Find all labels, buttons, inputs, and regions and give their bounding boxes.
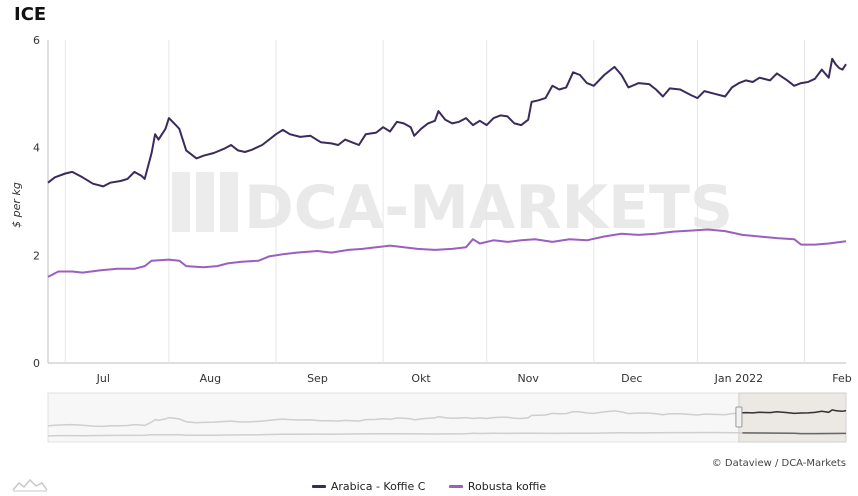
legend-swatch-robusta bbox=[448, 485, 463, 488]
y-tick-label: 0 bbox=[33, 357, 40, 370]
x-tick-label: Okt bbox=[411, 372, 431, 385]
x-tick-label: Jan 2022 bbox=[714, 372, 763, 385]
watermark-logo-icon bbox=[172, 172, 238, 232]
y-tick-label: 2 bbox=[33, 249, 40, 262]
legend-item-robusta[interactable]: Robusta koffie bbox=[448, 480, 547, 493]
x-tick-label: Nov bbox=[517, 372, 539, 385]
navigator-series-arabica bbox=[47, 409, 847, 428]
x-tick-label: Sep bbox=[307, 372, 328, 385]
y-axis: 0 2 4 6 $ per kg bbox=[10, 34, 40, 370]
watermark-text: DCA-MARKETS bbox=[244, 173, 733, 243]
legend-label-arabica: Arabica - Koffie C bbox=[330, 480, 426, 493]
x-axis: Jul Aug Sep Okt Nov Dec Jan 2022 Feb bbox=[96, 372, 852, 385]
navigator-highlight-arabica bbox=[738, 409, 847, 415]
series-layer bbox=[47, 57, 847, 278]
chart-title: ICE bbox=[14, 4, 47, 25]
x-tick-label: Dec bbox=[621, 372, 642, 385]
y-tick-label: 6 bbox=[33, 34, 40, 47]
series-line-robusta[interactable] bbox=[47, 228, 847, 278]
navigator-handle-left[interactable] bbox=[735, 406, 743, 428]
navigator[interactable] bbox=[47, 392, 847, 443]
grid bbox=[47, 40, 846, 364]
legend-label-robusta: Robusta koffie bbox=[467, 480, 547, 493]
navigator-series-robusta bbox=[47, 431, 847, 437]
navigator-highlight-robusta bbox=[742, 432, 847, 435]
credit-text: © Dataview / DCA-Markets bbox=[711, 458, 846, 469]
watermark: DCA-MARKETS bbox=[172, 172, 733, 243]
x-tick-label: Feb bbox=[832, 372, 851, 385]
legend-swatch-arabica bbox=[311, 485, 326, 488]
y-axis-label: $ per kg bbox=[10, 182, 23, 228]
navigator-window[interactable] bbox=[738, 392, 847, 443]
x-tick-label: Jul bbox=[96, 372, 110, 385]
series-line-arabica[interactable] bbox=[47, 57, 847, 188]
dataview-logo-icon bbox=[12, 478, 48, 492]
legend-item-arabica[interactable]: Arabica - Koffie C bbox=[311, 480, 426, 493]
y-tick-label: 4 bbox=[33, 142, 40, 155]
legend: Arabica - Koffie C Robusta koffie bbox=[0, 478, 858, 493]
x-tick-label: Aug bbox=[200, 372, 221, 385]
